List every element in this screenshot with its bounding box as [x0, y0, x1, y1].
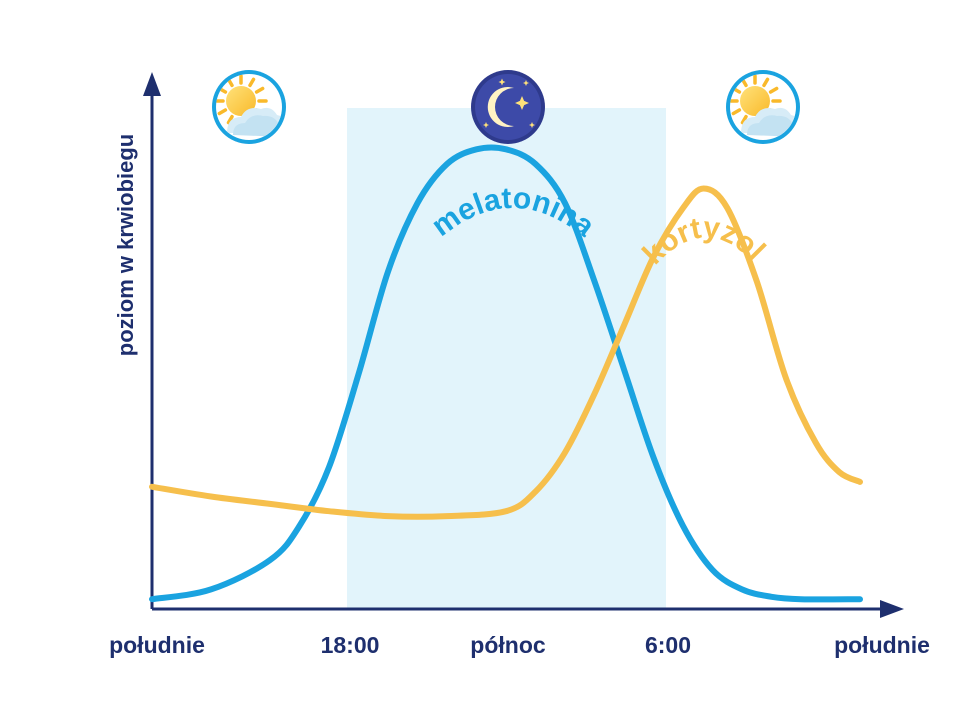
x-tick-label: południe	[834, 632, 930, 658]
sun-cloud-icon	[212, 70, 286, 144]
x-tick-label: 18:00	[321, 632, 380, 658]
y-axis-arrow	[143, 72, 161, 96]
series-line-kortyzol	[149, 185, 863, 520]
x-tick-label: północ	[470, 632, 546, 658]
sun-cloud-icon	[726, 70, 800, 144]
x-axis-arrow	[880, 600, 904, 618]
y-axis-label: poziom w krwiobiegu	[113, 134, 138, 356]
x-tick-label: południe	[109, 632, 205, 658]
x-tick-label: 6:00	[645, 632, 691, 658]
series-line-melatonina	[149, 144, 863, 603]
moon-stars-icon	[471, 70, 545, 144]
